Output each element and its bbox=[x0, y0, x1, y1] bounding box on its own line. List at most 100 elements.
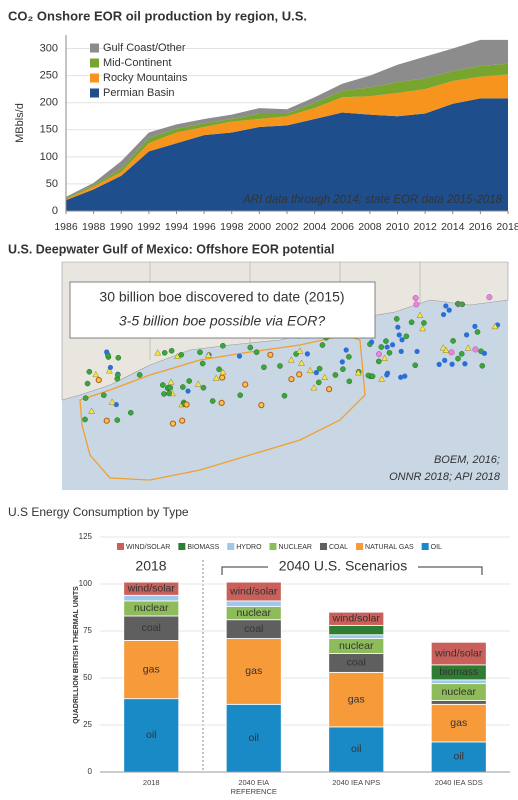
legend-swatch bbox=[227, 543, 235, 550]
bar-segment bbox=[123, 594, 180, 602]
well-marker bbox=[185, 388, 191, 394]
bar-segment bbox=[430, 741, 487, 773]
well-marker bbox=[472, 346, 479, 353]
y-tick-label: 0 bbox=[88, 767, 93, 776]
segment-label: gas bbox=[348, 693, 365, 705]
annotation: 2018 bbox=[135, 558, 166, 574]
well-marker bbox=[472, 323, 478, 329]
well-marker bbox=[313, 370, 319, 376]
bar-segment bbox=[123, 640, 180, 700]
well-marker bbox=[375, 358, 382, 365]
segment-label: gas bbox=[450, 717, 467, 729]
y-tick-label: 250 bbox=[40, 70, 58, 82]
segment-label: nuclear bbox=[134, 602, 169, 614]
well-marker bbox=[296, 371, 303, 378]
area bbox=[66, 98, 508, 211]
callout-text: 30 billion boe discovered to date (2015) bbox=[99, 289, 344, 305]
segment-label: oil bbox=[453, 751, 464, 763]
well-marker bbox=[220, 342, 226, 349]
legend-swatch bbox=[90, 88, 99, 98]
bar-segment bbox=[328, 634, 385, 639]
well-marker bbox=[82, 395, 89, 401]
segment-label: wind/solar bbox=[127, 582, 176, 594]
y-tick-label: 50 bbox=[46, 178, 58, 190]
legend-label: NUCLEAR bbox=[279, 544, 312, 551]
well-marker bbox=[92, 370, 100, 378]
bar-segment bbox=[328, 726, 385, 773]
segment-label: coal bbox=[142, 622, 161, 634]
well-marker bbox=[104, 349, 110, 355]
well-marker bbox=[408, 319, 415, 326]
x-tick-label: 2002 bbox=[275, 221, 299, 233]
bar-segment bbox=[430, 703, 487, 743]
well-marker bbox=[319, 342, 326, 348]
y-tick-label: 200 bbox=[40, 97, 58, 109]
well-marker bbox=[310, 384, 318, 391]
chart-title: U.S Energy Consumption by Type bbox=[8, 505, 189, 519]
x-tick-label: 1998 bbox=[220, 221, 244, 233]
well-marker bbox=[88, 407, 95, 414]
well-marker bbox=[399, 337, 405, 343]
x-tick-label: 1988 bbox=[82, 221, 106, 233]
legend-swatch bbox=[319, 543, 327, 550]
bar-segment bbox=[430, 679, 487, 685]
well-marker bbox=[107, 364, 113, 371]
well-marker bbox=[113, 401, 119, 408]
y-tick-label: 100 bbox=[79, 579, 93, 588]
bar-segment bbox=[225, 703, 282, 773]
bar-segment bbox=[225, 600, 282, 607]
callout-text: 3-5 billion boe possible via EOR? bbox=[119, 313, 325, 329]
eez-boundary bbox=[79, 334, 366, 481]
x-tick-label: 2040 EIA REFERENCE bbox=[230, 778, 277, 796]
x-tick-label: 2040 IEA NPS bbox=[332, 778, 381, 787]
well-marker bbox=[253, 349, 260, 356]
well-marker bbox=[446, 307, 452, 313]
map-credit: ONNR 2018; API 2018 bbox=[389, 471, 501, 483]
legend-swatch bbox=[90, 58, 99, 68]
well-marker bbox=[491, 322, 499, 330]
x-tick-label: 1986 bbox=[54, 221, 78, 233]
well-marker bbox=[439, 344, 447, 351]
well-marker bbox=[386, 350, 393, 356]
well-marker bbox=[197, 349, 203, 356]
callout-box bbox=[69, 281, 376, 339]
well-marker bbox=[247, 344, 254, 351]
bar-segment bbox=[328, 671, 385, 728]
well-marker bbox=[167, 384, 174, 391]
well-marker bbox=[154, 349, 162, 356]
well-marker bbox=[486, 294, 493, 301]
well-marker bbox=[136, 372, 143, 378]
segment-label: coal bbox=[244, 623, 263, 635]
x-tick-label: 2040 IEA SDS bbox=[434, 778, 483, 787]
area bbox=[66, 74, 508, 201]
legend-swatch bbox=[356, 543, 364, 550]
well-marker bbox=[440, 311, 447, 318]
well-marker bbox=[258, 402, 265, 409]
legend-label: Permian Basin bbox=[103, 87, 175, 99]
well-marker bbox=[479, 363, 486, 369]
map-title: U.S. Deepwater Gulf of Mexico: Offshore … bbox=[8, 242, 334, 256]
well-marker bbox=[443, 303, 449, 309]
well-marker bbox=[298, 359, 305, 366]
area bbox=[66, 63, 508, 200]
x-tick-label: 2016 bbox=[469, 221, 493, 233]
legend-label: NATURAL GAS bbox=[365, 544, 414, 551]
well-marker bbox=[381, 354, 388, 361]
legend-swatch bbox=[90, 43, 99, 53]
y-tick-label: 125 bbox=[79, 532, 93, 541]
well-marker bbox=[450, 338, 456, 344]
bracket bbox=[221, 566, 483, 575]
well-marker bbox=[127, 409, 134, 416]
well-marker bbox=[369, 373, 376, 380]
well-marker bbox=[395, 324, 401, 330]
legend-label: Rocky Mountains bbox=[103, 72, 188, 84]
y-axis-label: MBbls/d bbox=[14, 103, 26, 143]
legend-swatch bbox=[178, 543, 186, 550]
x-tick-label: 1992 bbox=[137, 221, 161, 233]
well-marker bbox=[449, 361, 455, 367]
well-marker bbox=[389, 342, 396, 348]
segment-label: oil bbox=[248, 732, 259, 744]
well-marker bbox=[115, 354, 122, 361]
segment-label: wind/solar bbox=[434, 647, 483, 659]
